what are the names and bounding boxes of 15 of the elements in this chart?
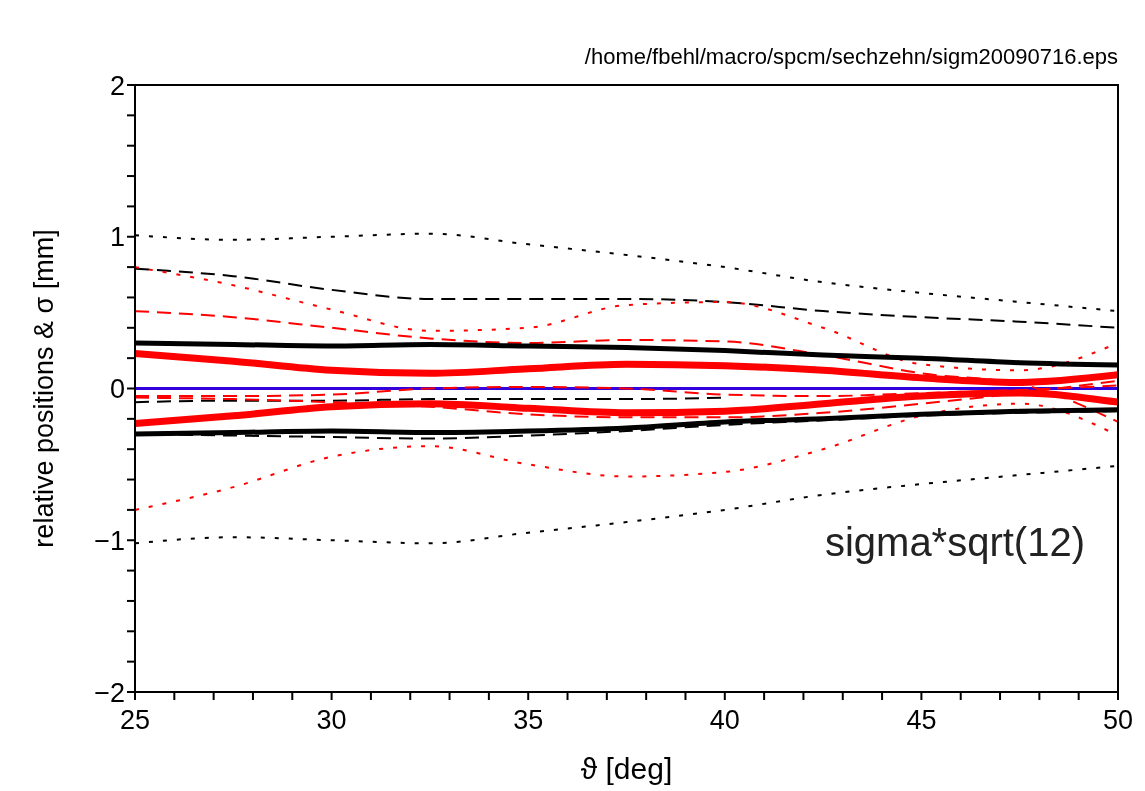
x-axis-title: ϑ [deg] [580, 752, 673, 785]
x-tick-label: 45 [906, 705, 937, 736]
annotation: sigma*sqrt(12) [824, 520, 1085, 565]
y-tick-label: 0 [109, 374, 125, 405]
x-tick-label: 40 [709, 705, 740, 736]
y-tick-label: −1 [94, 525, 125, 556]
y-axis-title: relative positions & σ [mm] [28, 229, 59, 548]
x-tick-label: 25 [119, 705, 151, 736]
x-tick-label: 35 [513, 705, 544, 736]
y-tick-label: 2 [109, 70, 125, 101]
y-tick-label: 1 [109, 222, 125, 253]
y-tick-label: −2 [94, 677, 125, 708]
text: /home/fbehl/macro/spcm/sechzehn/sigm20090716.eps [584, 44, 1118, 70]
x-tick-label: 50 [1102, 705, 1134, 736]
x-tick-label: 30 [316, 705, 347, 736]
